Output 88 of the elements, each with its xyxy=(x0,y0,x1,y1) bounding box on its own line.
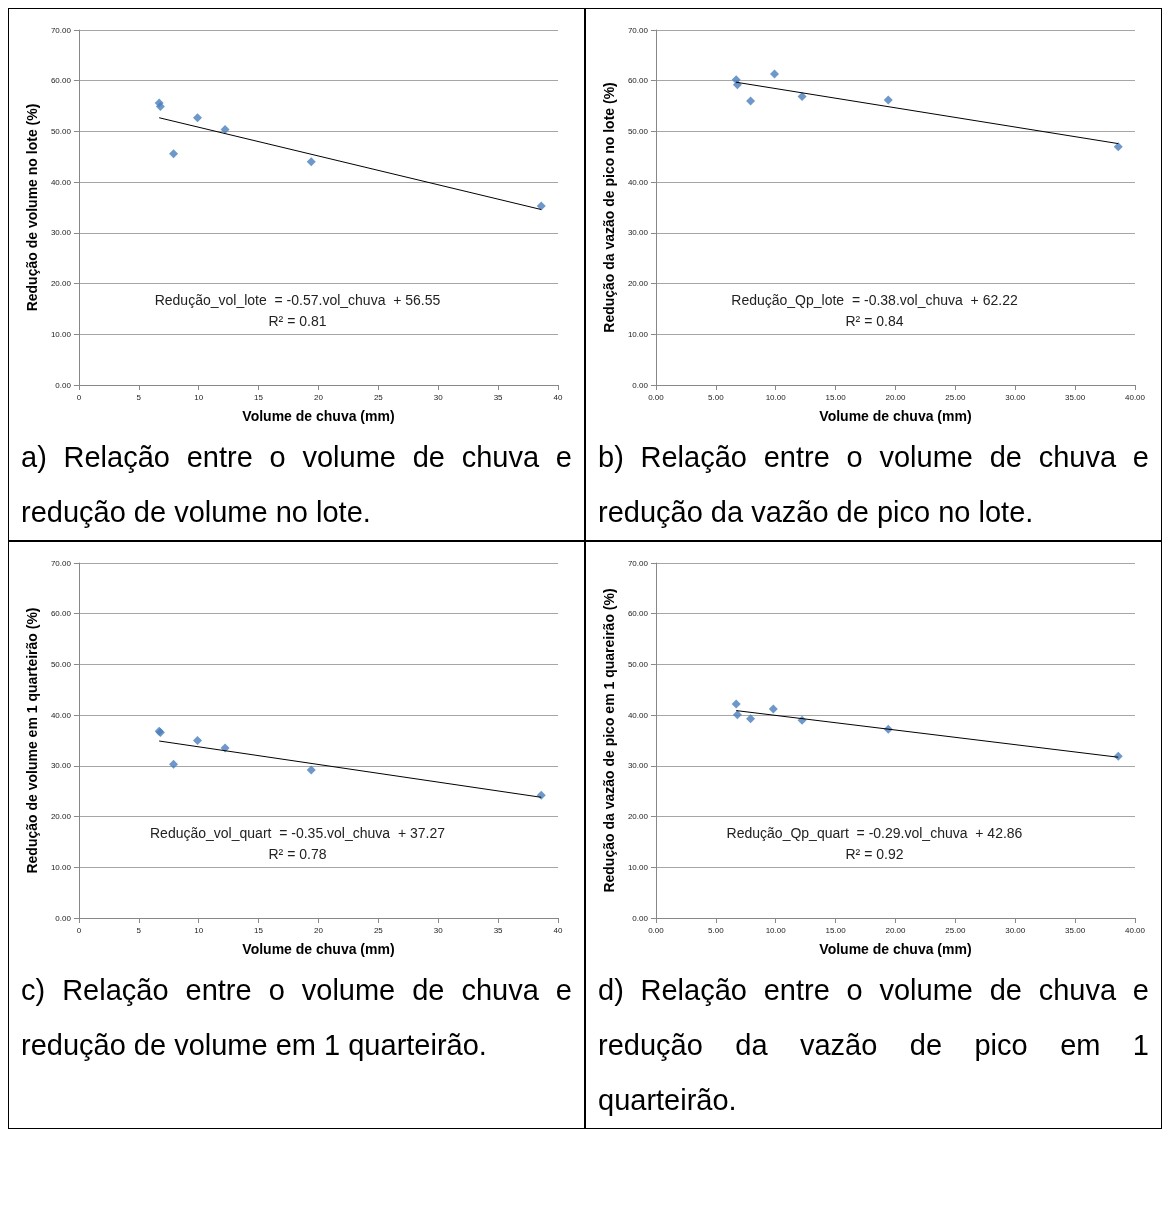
annotation: R² = 0.84 xyxy=(845,313,904,329)
annotation: Redução_Qp_quart = -0.29.vol_chuva + 42.86 xyxy=(726,825,1023,841)
y-tick-label: 70.00 xyxy=(627,558,649,568)
y-tick-label: 40.00 xyxy=(627,710,649,720)
annotation: Redução_vol_quart = -0.35.vol_chuva + 37.27 xyxy=(150,825,446,841)
x-tick-label: 30.00 xyxy=(1005,392,1026,402)
y-tick-label: 20.00 xyxy=(627,279,649,289)
y-tick-label: 20.00 xyxy=(50,279,72,289)
x-tick-label: 5 xyxy=(136,925,142,935)
annotation: R² = 0.92 xyxy=(845,846,904,862)
x-tick-label: 40 xyxy=(553,925,563,935)
x-tick-label: 40.00 xyxy=(1124,392,1146,402)
y-tick-label: 10.00 xyxy=(627,862,649,872)
x-tick-label: 0.00 xyxy=(648,392,665,402)
y-tick-label: 30.00 xyxy=(627,761,649,771)
y-tick-label: 0.00 xyxy=(55,380,72,390)
y-tick-label: 10.00 xyxy=(50,862,72,872)
y-tick-label: 50.00 xyxy=(50,659,72,669)
y-tick-label: 20.00 xyxy=(50,812,72,822)
x-tick-label: 20.00 xyxy=(885,392,907,402)
x-tick-label: 10.00 xyxy=(765,392,787,402)
x-tick-label: 15 xyxy=(254,925,264,935)
x-tick-label: 25.00 xyxy=(945,392,966,402)
y-tick-label: 50.00 xyxy=(50,126,72,136)
x-tick-label: 25 xyxy=(373,925,384,935)
y-tick-label: 0.00 xyxy=(632,380,649,390)
y-tick-label: 10.00 xyxy=(627,329,649,339)
x-tick-label: 5 xyxy=(136,392,142,402)
x-tick-label: 15.00 xyxy=(825,925,847,935)
x-tick-label: 0 xyxy=(76,925,82,935)
y-tick-label: 60.00 xyxy=(50,609,72,619)
y-axis-title: Redução de volume em 1 quarteirão (%) xyxy=(23,607,40,874)
x-tick-label: 35 xyxy=(493,392,504,402)
y-tick-label: 20.00 xyxy=(627,812,649,822)
x-tick-label: 35.00 xyxy=(1065,392,1086,402)
x-tick-label: 5.00 xyxy=(708,925,725,935)
y-tick-label: 30.00 xyxy=(50,228,72,238)
y-tick-label: 60.00 xyxy=(50,76,72,86)
x-tick-label: 35.00 xyxy=(1065,925,1086,935)
x-tick-label: 0.00 xyxy=(648,925,665,935)
x-tick-label: 35 xyxy=(493,925,504,935)
y-tick-label: 30.00 xyxy=(50,761,72,771)
y-tick-label: 40.00 xyxy=(627,177,649,187)
annotation: Redução_vol_lote = -0.57.vol_chuva + 56.55 xyxy=(154,292,441,308)
y-tick-label: 70.00 xyxy=(50,558,72,568)
y-tick-label: 40.00 xyxy=(50,177,72,187)
x-tick-label: 10 xyxy=(194,925,204,935)
annotation: R² = 0.78 xyxy=(268,846,327,862)
x-tick-label: 5.00 xyxy=(708,392,725,402)
y-tick-label: 70.00 xyxy=(50,25,72,35)
x-tick-label: 40 xyxy=(553,392,563,402)
y-axis-title: Redução da vazão de pico em 1 quareirão (%) xyxy=(600,588,617,893)
x-tick-label: 20 xyxy=(314,392,324,402)
text: b) Relação entre o volume de chuva e redução da vazão de pico no lote. xyxy=(597,440,1150,530)
y-tick-label: 60.00 xyxy=(627,76,649,86)
y-tick-label: 0.00 xyxy=(632,913,649,923)
x-tick-label: 20 xyxy=(314,925,324,935)
y-tick-label: 10.00 xyxy=(50,329,72,339)
x-axis-title: Volume de chuva (mm) xyxy=(242,940,395,957)
x-tick-label: 10.00 xyxy=(765,925,787,935)
y-tick-label: 50.00 xyxy=(627,126,649,136)
y-axis-title: Redução da vazão de pico no lote (%) xyxy=(600,82,617,333)
y-tick-label: 40.00 xyxy=(50,710,72,720)
y-tick-label: 30.00 xyxy=(627,228,649,238)
x-axis-title: Volume de chuva (mm) xyxy=(819,407,972,424)
x-tick-label: 40.00 xyxy=(1124,925,1146,935)
annotation: Redução_Qp_lote = -0.38.vol_chuva + 62.22 xyxy=(731,292,1018,308)
y-tick-label: 60.00 xyxy=(627,609,649,619)
text: c) Relação entre o volume de chuva e redução de volume em 1 quarteirão. xyxy=(20,973,573,1063)
x-tick-label: 30.00 xyxy=(1005,925,1026,935)
y-tick-label: 50.00 xyxy=(627,659,649,669)
y-tick-label: 70.00 xyxy=(627,25,649,35)
text: a) Relação entre o volume de chuva e redução de volume no lote. xyxy=(20,440,573,530)
text: d) Relação entre o volume de chuva e redução da vazão de pico em 1 quarteirão. xyxy=(597,973,1150,1118)
x-axis-title: Volume de chuva (mm) xyxy=(242,407,395,424)
x-tick-label: 30 xyxy=(433,392,444,402)
x-tick-label: 20.00 xyxy=(885,925,907,935)
annotation: R² = 0.81 xyxy=(268,313,327,329)
x-tick-label: 10 xyxy=(194,392,204,402)
x-tick-label: 30 xyxy=(433,925,444,935)
y-tick-label: 0.00 xyxy=(55,913,72,923)
x-tick-label: 15.00 xyxy=(825,392,847,402)
x-axis-title: Volume de chuva (mm) xyxy=(819,940,972,957)
x-tick-label: 0 xyxy=(76,392,82,402)
x-tick-label: 15 xyxy=(254,392,264,402)
x-tick-label: 25 xyxy=(373,392,384,402)
x-tick-label: 25.00 xyxy=(945,925,966,935)
y-axis-title: Redução de volume no lote (%) xyxy=(23,103,40,312)
